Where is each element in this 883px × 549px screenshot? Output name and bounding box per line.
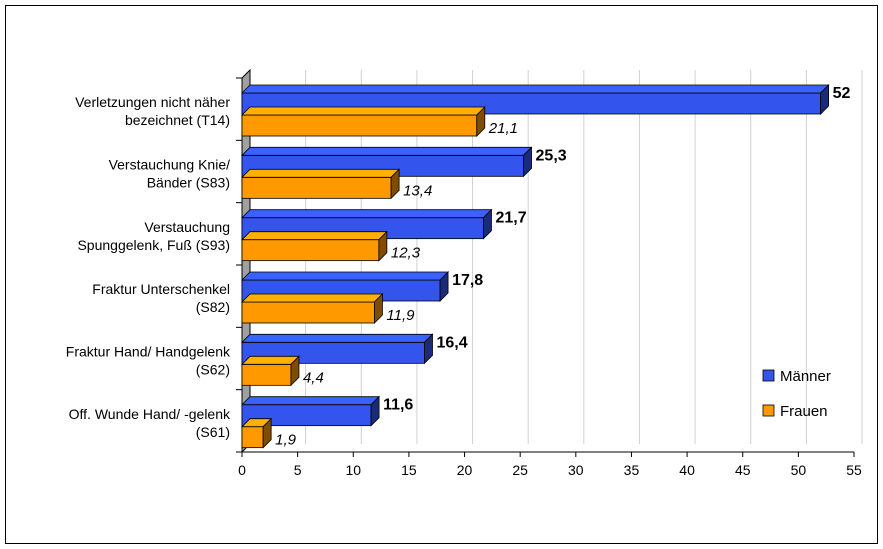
bar-top-frauen-4 [241,355,300,365]
bar-side-maenner-1 [523,146,532,178]
data-label-frauen-4: 4,4 [303,369,324,386]
data-label-frauen-3: 11,9 [386,307,415,324]
x-tick-label-11: 55 [846,462,862,478]
bar-side-maenner-2 [483,208,492,240]
legend-swatch-frauen [762,404,775,417]
data-label-maenner-1: 25,3 [536,147,567,164]
x-tick-label-1: 5 [294,462,302,478]
bar-frauen-3 [241,301,375,324]
category-label-0-0: Verletzungen nicht näher [75,94,230,110]
bar-side-maenner-0 [820,84,830,115]
category-label-3-0: Fraktur Unterschenkel [92,281,230,297]
bar-frauen-1 [241,176,392,199]
x-tick-label-9: 45 [735,462,751,478]
bar-side-frauen-4 [290,355,300,387]
bar-side-maenner-4 [424,333,433,365]
category-label-4-0: Fraktur Hand/ Handgelenk [66,344,231,360]
x-tick-label-7: 35 [624,462,640,478]
bar-top-maenner-1 [241,146,533,156]
category-label-5-1: (S61) [196,424,230,440]
category-label-4-1: (S62) [196,362,230,378]
x-tick-label-5: 25 [512,462,528,478]
legend-label-frauen: Frauen [780,403,828,420]
data-label-frauen-0: 21,1 [488,120,518,137]
x-tick-label-6: 30 [568,462,584,478]
data-label-frauen-1: 13,4 [403,182,432,199]
x-tick-label-3: 15 [401,462,417,478]
data-label-frauen-5: 1,9 [275,432,297,449]
bar-frauen-2 [241,239,380,262]
bar-top-frauen-3 [241,293,384,303]
x-tick-label-4: 20 [457,462,473,478]
category-label-0-1: bezeichnet (T14) [125,112,230,128]
bar-side-frauen-2 [378,230,388,262]
category-label-2-1: Spunggelenk, Fuß (S93) [77,237,230,253]
bar-frauen-4 [241,363,292,386]
bar-top-frauen-1 [241,168,401,178]
data-label-maenner-0: 52 [833,85,851,102]
category-label-2-0: Verstauchung [144,219,230,235]
data-label-frauen-2: 12,3 [391,245,421,262]
bar-side-maenner-5 [370,395,380,427]
category-label-3-1: (S82) [196,299,230,315]
category-label-1-0: Verstauchung Knie/ [109,157,231,173]
category-label-5-0: Off. Wunde Hand/ -gelenk [69,406,231,422]
data-label-maenner-5: 11,6 [383,397,413,414]
data-label-maenner-2: 21,7 [495,210,526,227]
bar-frauen-5 [241,426,264,449]
legend-label-maenner: Männer [780,368,831,385]
legend-swatch-maenner [762,369,775,382]
bar-side-frauen-3 [374,293,383,324]
bar-side-frauen-0 [476,106,486,137]
data-label-maenner-4: 16,4 [436,334,467,351]
bar-top-frauen-2 [241,231,388,241]
bar-frauen-0 [241,114,478,137]
bar-top-maenner-2 [241,209,493,219]
x-tick-label-2: 10 [345,462,361,478]
bar-top-maenner-5 [241,396,381,406]
category-label-1-1: Bänder (S83) [147,175,230,191]
bar-top-maenner-4 [241,333,434,343]
bar-top-maenner-3 [241,271,450,281]
data-label-maenner-3: 17,8 [452,272,483,289]
bar-top-maenner-0 [241,84,830,94]
x-tick-label-8: 40 [679,462,695,478]
bar-side-frauen-1 [390,168,400,200]
bar-side-frauen-5 [262,417,272,449]
bar-side-maenner-3 [439,271,449,302]
bar-top-frauen-0 [241,106,486,116]
x-tick-label-10: 50 [791,462,807,478]
x-tick-label-0: 0 [238,462,246,478]
